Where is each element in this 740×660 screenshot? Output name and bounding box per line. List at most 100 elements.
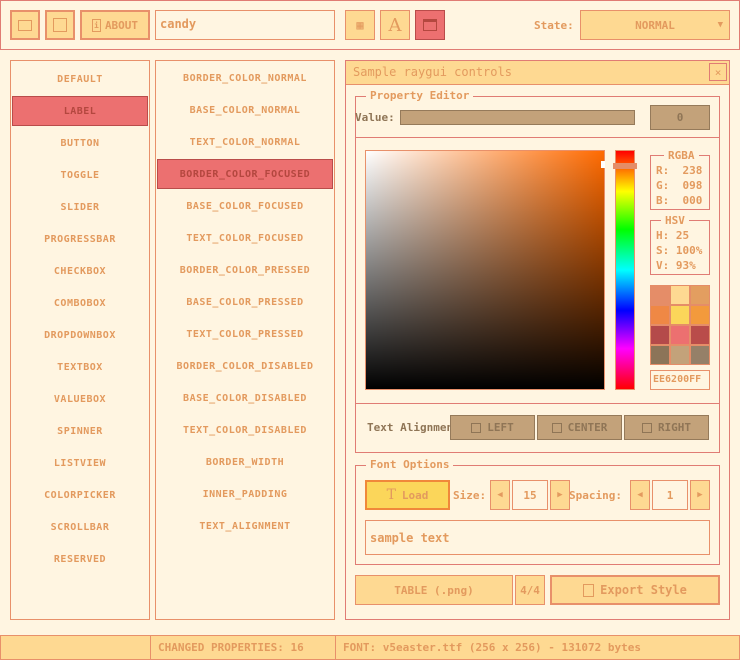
save-file-button[interactable]	[45, 10, 75, 40]
load-font-button[interactable]: T Load	[365, 480, 450, 510]
export-file-icon	[583, 583, 595, 597]
folder-icon	[18, 19, 32, 31]
control-list-item[interactable]: TOGGLE	[60, 169, 100, 181]
property-list-item[interactable]: BASE_COLOR_PRESSED	[186, 296, 304, 308]
properties-list[interactable]: BORDER_COLOR_NORMAL BASE_COLOR_NORMAL TEXT…	[155, 60, 335, 620]
property-list-item[interactable]: TEXT_COLOR_DISABLED	[183, 424, 307, 436]
property-list-item[interactable]: INNER_PADDING	[202, 488, 288, 500]
align-right-button[interactable]: RIGHT	[624, 415, 709, 440]
window-titlebar[interactable]: Sample raygui controls	[346, 61, 729, 85]
control-list-item[interactable]: COLORPICKER	[44, 489, 116, 501]
control-list-item[interactable]: DEFAULT	[57, 73, 103, 85]
state-dropdown[interactable]: NORMAL ▼	[580, 10, 730, 40]
window-close-button[interactable]: ×	[709, 63, 727, 81]
control-list-item[interactable]: PROGRESSBAR	[44, 233, 116, 245]
property-list-item[interactable]: BORDER_COLOR_DISABLED	[176, 360, 314, 372]
property-list-item[interactable]: BORDER_COLOR_FOCUSED	[157, 159, 333, 189]
property-list-item[interactable]: TEXT_COLOR_PRESSED	[186, 328, 304, 340]
control-list-item[interactable]: SCROLLBAR	[50, 521, 110, 533]
palette-swatch[interactable]	[671, 306, 689, 324]
palette-swatch[interactable]	[691, 306, 709, 324]
rgba-group: RGBA R: 238 G: 098 B: 000	[650, 148, 710, 210]
size-label: Size:	[453, 488, 487, 502]
window-icon	[423, 19, 437, 31]
load-label: Load	[401, 488, 429, 502]
property-list-item[interactable]: BORDER_WIDTH	[205, 456, 285, 468]
palette-swatch[interactable]	[671, 326, 689, 344]
palette-swatch[interactable]	[691, 326, 709, 344]
size-increase-button[interactable]: ▶	[550, 480, 570, 510]
font-icon: A	[388, 14, 402, 36]
property-list-item[interactable]: BORDER_COLOR_NORMAL	[183, 72, 307, 84]
control-list-item[interactable]: SPINNER	[57, 425, 103, 437]
about-button[interactable]: i ABOUT	[80, 10, 150, 40]
control-list-item[interactable]: VALUEBOX	[53, 393, 107, 405]
hue-slider-handle[interactable]	[613, 163, 637, 169]
green-value: G: 098	[656, 179, 703, 192]
control-list-item[interactable]: LISTVIEW	[53, 457, 107, 469]
align-center-label: CENTER	[567, 421, 608, 434]
font-options-group: Font Options	[355, 458, 720, 565]
align-left-button[interactable]: LEFT	[450, 415, 535, 440]
property-list-item[interactable]: BASE_COLOR_FOCUSED	[186, 200, 304, 212]
spacing-decrease-button[interactable]: ◀	[630, 480, 650, 510]
property-list-item[interactable]: TEXT_COLOR_NORMAL	[189, 136, 301, 148]
property-list-item[interactable]: TEXT_COLOR_FOCUSED	[186, 232, 304, 244]
palette-swatch[interactable]	[651, 326, 669, 344]
style-name-input[interactable]: candy	[155, 10, 335, 40]
palette-swatch[interactable]	[651, 306, 669, 324]
color-panel[interactable]	[365, 150, 605, 390]
control-list-item[interactable]: LABEL	[12, 96, 148, 126]
control-list-item[interactable]: SLIDER	[60, 201, 100, 213]
rgba-title: RGBA	[664, 148, 699, 163]
open-file-button[interactable]	[10, 10, 40, 40]
palette-swatch[interactable]	[671, 286, 689, 304]
font-options-title: Font Options	[366, 458, 454, 471]
changed-properties-status: CHANGED PROPERTIES: 16	[158, 641, 304, 654]
sample-text-input[interactable]: sample text	[365, 520, 710, 555]
spacing-value[interactable]: 1	[652, 480, 688, 510]
control-list-item[interactable]: BUTTON	[60, 137, 100, 149]
palette-swatch[interactable]	[691, 286, 709, 304]
arrow-right-icon: ▶	[697, 490, 703, 500]
value-label: Value:	[355, 110, 395, 124]
divider	[355, 137, 720, 138]
palette-swatch[interactable]	[691, 346, 709, 364]
control-list-item[interactable]: TEXTBOX	[57, 361, 103, 373]
align-left-label: LEFT	[487, 421, 514, 434]
hue-bar[interactable]	[615, 150, 635, 390]
arrow-left-icon: ◀	[637, 490, 643, 500]
window-title: Sample raygui controls	[353, 65, 512, 79]
property-list-item[interactable]: TEXT_ALIGNMENT	[199, 520, 291, 532]
controls-list[interactable]: DEFAULT LABEL BUTTON TOGGLE SLIDER PROGRESSBA…	[10, 60, 150, 620]
palette-swatch[interactable]	[671, 346, 689, 364]
palette-swatch[interactable]	[651, 286, 669, 304]
size-decrease-button[interactable]: ◀	[490, 480, 510, 510]
value-box[interactable]: 0	[650, 105, 710, 130]
property-list-item[interactable]: BASE_COLOR_DISABLED	[183, 392, 307, 404]
export-style-button[interactable]: Export Style	[550, 575, 720, 605]
property-list-item[interactable]: BORDER_COLOR_PRESSED	[179, 264, 311, 276]
spacing-increase-button[interactable]: ▶	[690, 480, 710, 510]
window-view-button[interactable]	[415, 10, 445, 40]
status-divider	[150, 635, 151, 660]
align-center-button[interactable]: CENTER	[537, 415, 622, 440]
control-list-item[interactable]: COMBOBOX	[53, 297, 107, 309]
table-png-button[interactable]: TABLE (.png)	[355, 575, 513, 605]
hex-value-box[interactable]: EE6200FF	[650, 370, 710, 390]
font-view-button[interactable]: A	[380, 10, 410, 40]
align-left-icon	[471, 422, 482, 433]
control-list-item[interactable]: CHECKBOX	[53, 265, 107, 277]
control-list-item[interactable]: DROPDOWNBOX	[44, 329, 116, 341]
about-label: ABOUT	[104, 18, 139, 32]
control-list-item[interactable]: RESERVED	[53, 553, 107, 565]
size-value[interactable]: 15	[512, 480, 548, 510]
grid-view-button[interactable]: ▦	[345, 10, 375, 40]
palette-swatch[interactable]	[651, 346, 669, 364]
color-picker-cursor[interactable]	[601, 161, 605, 168]
text-alignment-label: Text Alignment	[367, 421, 450, 434]
property-list-item[interactable]: BASE_COLOR_NORMAL	[189, 104, 301, 116]
info-icon: i	[91, 18, 101, 32]
value-slider[interactable]	[400, 110, 635, 125]
hsv-title: HSV	[661, 213, 689, 228]
